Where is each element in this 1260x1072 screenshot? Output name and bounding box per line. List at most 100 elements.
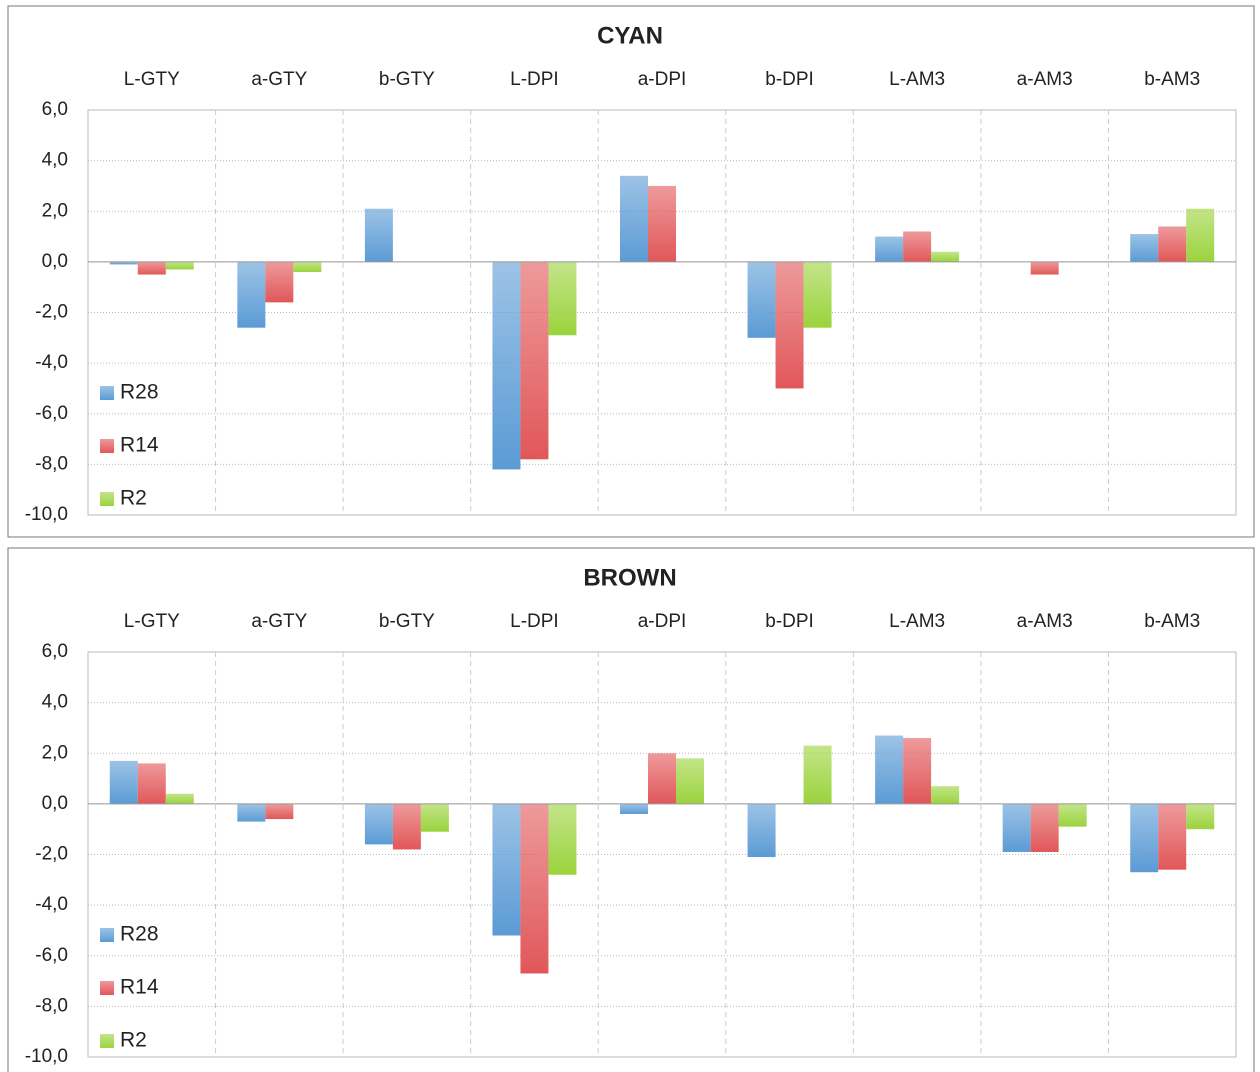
category-label: b-AM3 [1144, 69, 1200, 90]
category-label: a-AM3 [1017, 69, 1073, 90]
legend-swatch [100, 1034, 114, 1048]
y-tick-label: 0,0 [42, 251, 68, 272]
y-tick-label: -2,0 [35, 302, 68, 323]
y-tick-label: -10,0 [25, 1046, 68, 1067]
y-tick-label: 6,0 [42, 99, 68, 120]
category-label: b-AM3 [1144, 611, 1200, 632]
bar [1030, 803, 1059, 852]
legend-label: R28 [120, 923, 159, 946]
bar [392, 803, 421, 850]
bar [620, 803, 648, 814]
chart: BROWN -10,0 -8,0 -6,0 -4,0 -2,0 0,0 2,0 4,0 6,0 L-… [7, 547, 1255, 1072]
bar [520, 803, 549, 974]
bar [648, 753, 676, 804]
category-label: b-DPI [765, 611, 814, 632]
category-label: L-AM3 [889, 69, 945, 90]
category-label: L-GTY [124, 69, 180, 90]
y-tick-label: -4,0 [35, 894, 68, 915]
bar [548, 803, 577, 875]
bar [492, 261, 521, 470]
bar [931, 251, 960, 262]
legend-swatch [100, 981, 114, 995]
bar [420, 803, 449, 832]
legend-label: R28 [120, 381, 159, 404]
bar [137, 763, 166, 804]
bar [775, 261, 804, 389]
bar [1158, 803, 1187, 870]
bar [903, 738, 932, 804]
legend-swatch [100, 439, 114, 453]
legend-swatch [100, 492, 114, 506]
bar [803, 261, 832, 328]
bar [1186, 208, 1215, 262]
category-label: b-GTY [379, 69, 435, 90]
bar [364, 803, 393, 845]
category-label: a-AM3 [1017, 611, 1073, 632]
y-tick-label: 0,0 [42, 793, 68, 814]
y-tick-label: -10,0 [25, 504, 68, 525]
legend-label: R2 [120, 487, 147, 510]
bar [520, 261, 549, 460]
bar [931, 786, 960, 804]
bar [747, 261, 776, 338]
bar [1158, 226, 1187, 262]
bar [747, 803, 776, 858]
y-tick-label: -2,0 [35, 844, 68, 865]
y-tick-label: -6,0 [35, 945, 68, 966]
bar [137, 261, 166, 275]
y-tick-label: 6,0 [42, 641, 68, 662]
bar [265, 261, 294, 303]
bar [1130, 234, 1159, 262]
category-label: b-GTY [379, 611, 435, 632]
y-tick-label: 2,0 [42, 200, 68, 221]
bar [237, 803, 266, 822]
bar [109, 261, 138, 265]
bar [237, 261, 266, 328]
category-label: a-GTY [251, 69, 307, 90]
category-label: a-DPI [638, 611, 687, 632]
legend-label: R14 [120, 976, 159, 999]
bar [1130, 803, 1159, 873]
category-label: a-DPI [638, 69, 687, 90]
bar [293, 261, 322, 272]
legend-swatch [100, 928, 114, 942]
legend-label: R2 [120, 1029, 147, 1052]
bar [676, 758, 704, 804]
bar [1058, 803, 1087, 827]
bar [1002, 803, 1031, 852]
bar [648, 185, 676, 262]
bar [875, 735, 904, 804]
category-label: a-GTY [251, 611, 307, 632]
bar [803, 745, 832, 804]
bar [165, 261, 194, 270]
bar [109, 760, 138, 804]
bar [1030, 261, 1059, 275]
category-label: L-AM3 [889, 611, 945, 632]
bar [875, 236, 904, 262]
bar [903, 231, 932, 262]
legend-swatch [100, 386, 114, 400]
legend-label: R14 [120, 434, 159, 457]
bar [548, 261, 577, 336]
bar [364, 208, 393, 262]
category-label: L-GTY [124, 611, 180, 632]
category-label: L-DPI [510, 611, 559, 632]
y-tick-label: -8,0 [35, 995, 68, 1016]
y-tick-label: -8,0 [35, 453, 68, 474]
chart: CYAN -10,0 -8,0 -6,0 -4,0 -2,0 0,0 2,0 4,0 6,0 L-G… [7, 5, 1255, 538]
category-label: L-DPI [510, 69, 559, 90]
bar [265, 803, 294, 820]
bar [165, 793, 194, 804]
chart-title: CYAN [597, 22, 663, 49]
chart-title: BROWN [583, 564, 676, 591]
y-tick-label: -6,0 [35, 403, 68, 424]
bar [620, 175, 648, 262]
category-label: b-DPI [765, 69, 814, 90]
bar [1186, 803, 1215, 830]
bar [492, 803, 521, 936]
y-tick-label: 4,0 [42, 150, 68, 171]
y-tick-label: 2,0 [42, 742, 68, 763]
y-tick-label: -4,0 [35, 352, 68, 373]
y-tick-label: 4,0 [42, 692, 68, 713]
